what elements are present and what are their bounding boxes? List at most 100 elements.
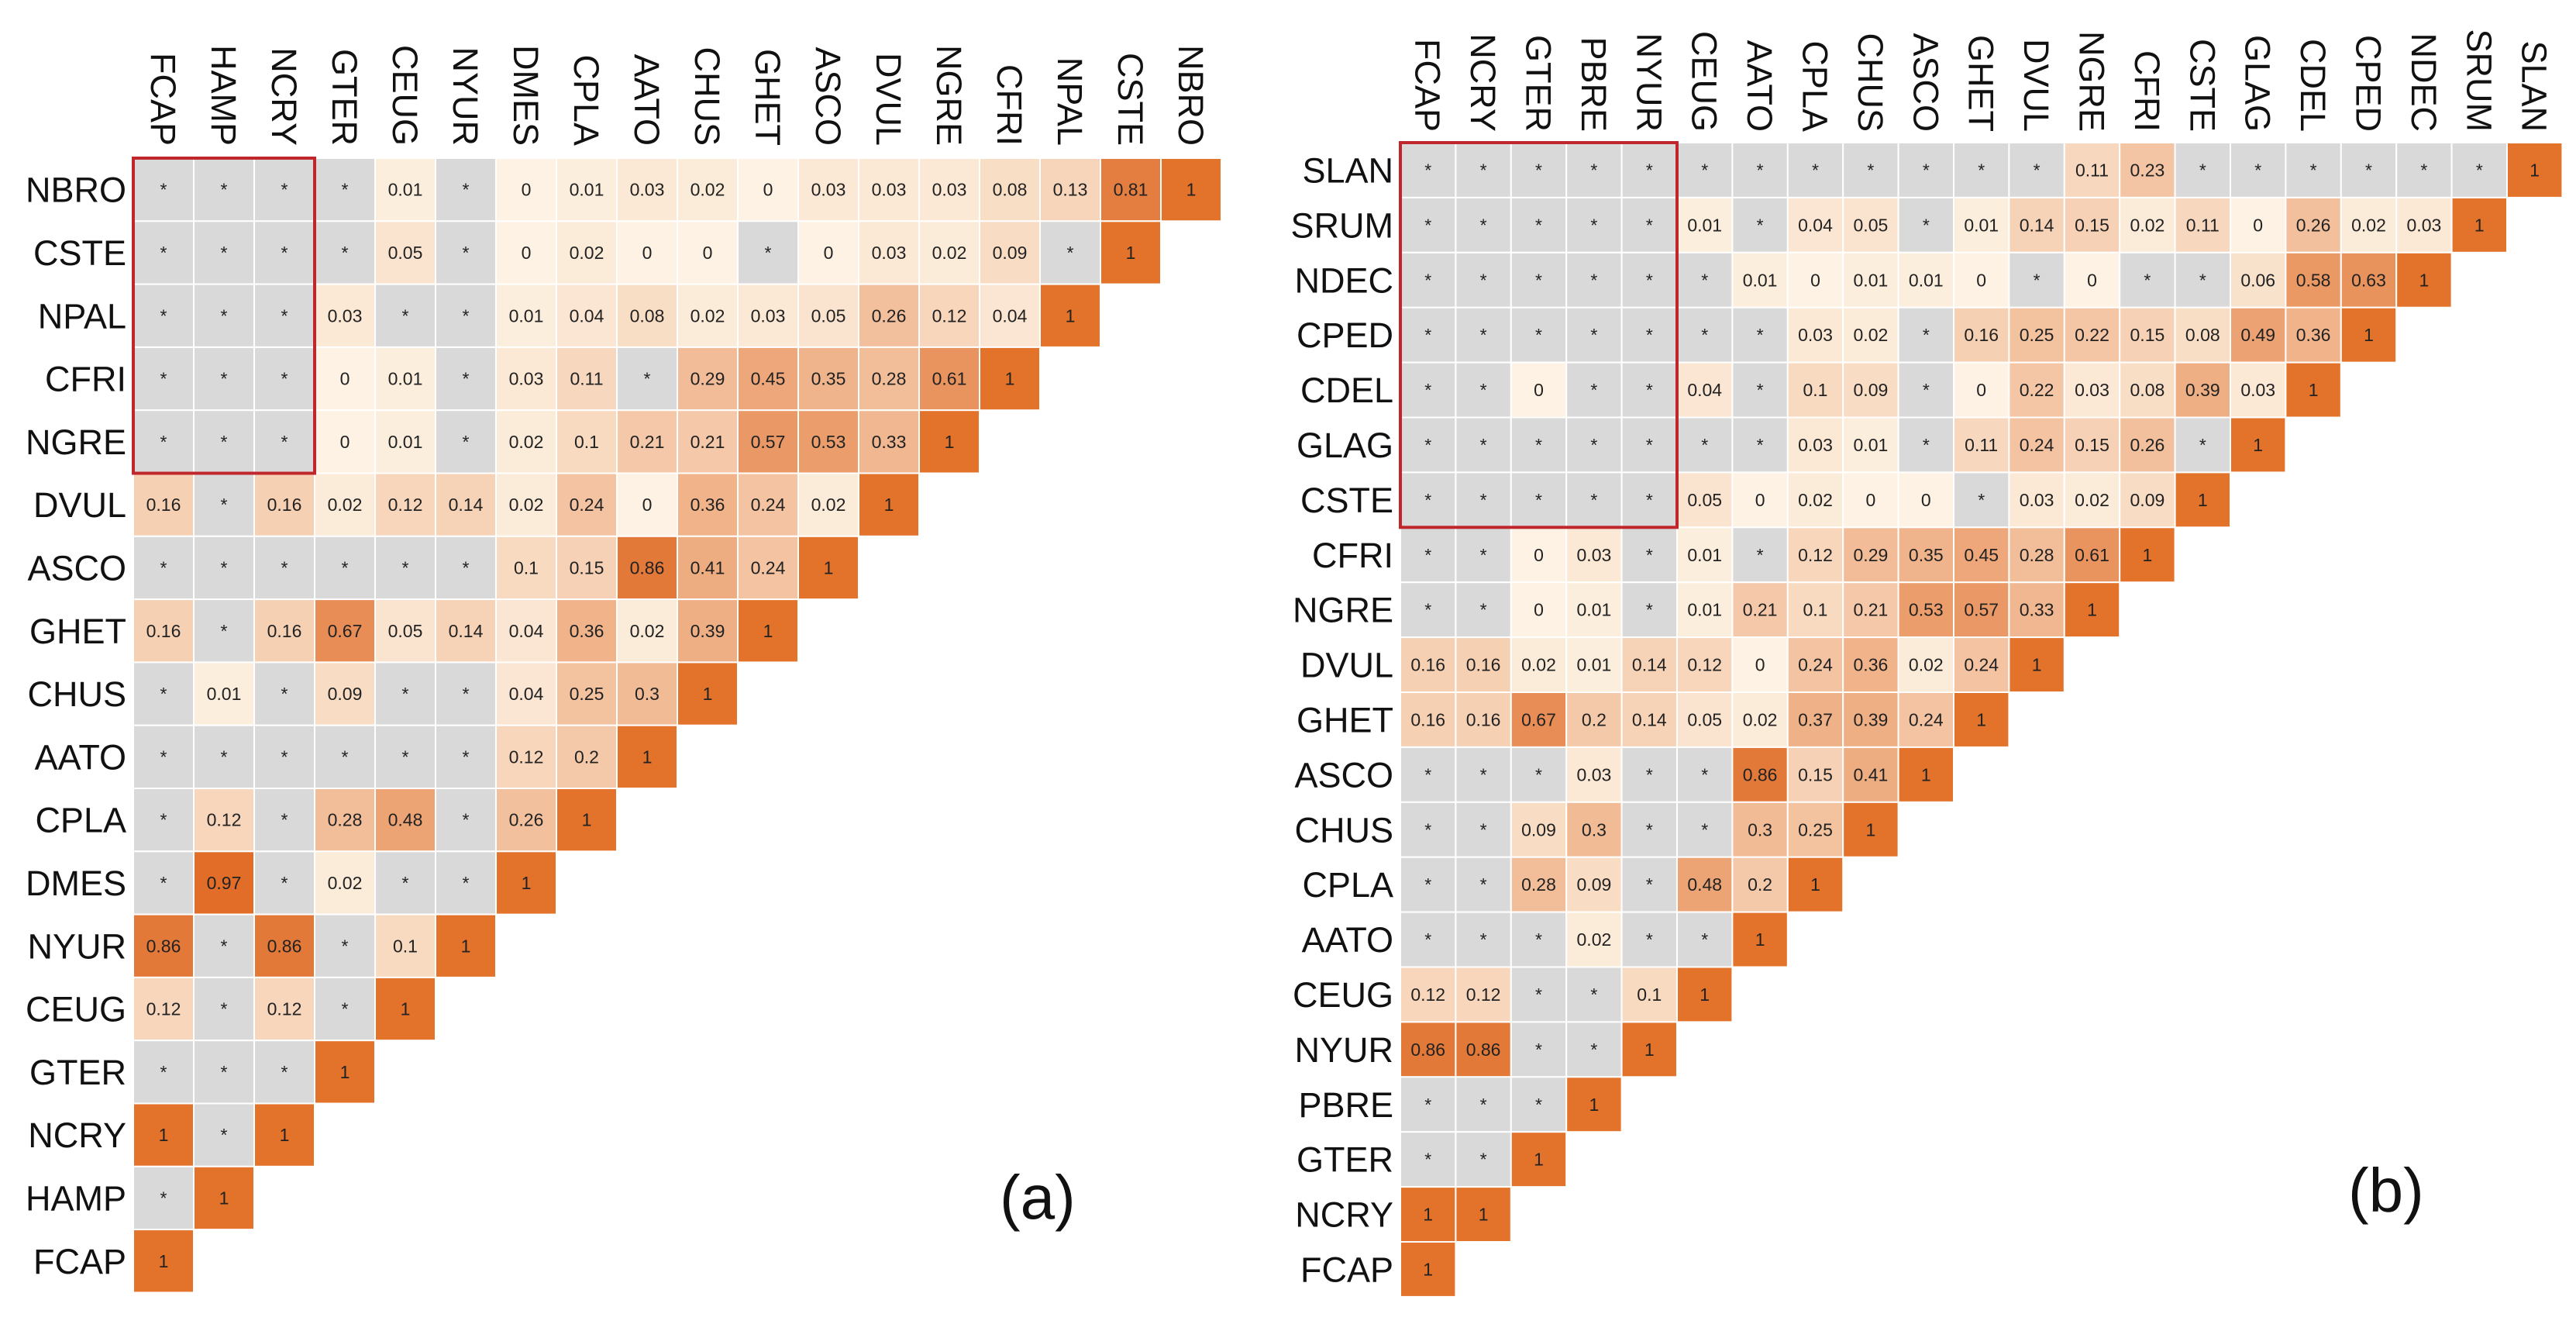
cell-value-label: 0.86 xyxy=(1466,1040,1501,1060)
cell-value-label: * xyxy=(1646,874,1653,895)
cell-b-cste-cfri xyxy=(2119,471,2176,529)
cell-value-label: 0.29 xyxy=(690,369,725,389)
cell-value-label: * xyxy=(402,305,409,326)
cell-a-ghet-dmes xyxy=(495,598,557,664)
cell-value-label: 0.09 xyxy=(328,684,363,704)
cell-value-label: * xyxy=(1646,325,1653,345)
cell-a-asco-aato xyxy=(616,535,678,601)
col-label-a-cpla: CPLA xyxy=(567,54,606,146)
cell-value-label: * xyxy=(1424,764,1431,784)
cell-b-slan-ndec xyxy=(2395,142,2453,198)
cell-b-srum-cfri xyxy=(2119,196,2176,253)
cell-b-glag-cste xyxy=(2174,416,2232,474)
cell-value-label: * xyxy=(281,432,288,452)
cell-a-chus-gter xyxy=(314,661,376,726)
cell-value-label: 1 xyxy=(461,936,471,956)
cell-value-label: 0.1 xyxy=(574,432,599,452)
cell-value-label: 0.16 xyxy=(1410,709,1445,729)
cell-value-label: 1 xyxy=(2143,545,2153,565)
col-label-b-asco: ASCO xyxy=(1906,33,1945,132)
cell-value-label: 0.86 xyxy=(146,936,181,956)
cell-value-label: 0.02 xyxy=(328,873,363,893)
cell-value-label: 1 xyxy=(1644,1040,1655,1060)
cell-value-label: 0.03 xyxy=(1577,545,1612,565)
cell-value-label: 0.33 xyxy=(872,432,907,452)
cell-a-ngre-asco xyxy=(797,409,859,474)
cell-value-label: * xyxy=(1923,380,1930,400)
cell-value-label: 0.12 xyxy=(207,810,242,830)
cell-value-label: 0.2 xyxy=(574,747,599,767)
cell-value-label: * xyxy=(1424,490,1431,510)
cell-value-label: 0.25 xyxy=(1798,819,1833,840)
cell-value-label: 0 xyxy=(642,495,653,515)
cell-value-label: 0.03 xyxy=(2407,215,2442,235)
cell-value-label: 1 xyxy=(159,1125,169,1145)
cell-value-label: 0.04 xyxy=(1798,215,1833,235)
cell-value-label: * xyxy=(1701,819,1708,840)
cell-value-label: * xyxy=(1480,874,1487,895)
cell-b-ndec-glag xyxy=(2230,251,2287,309)
cell-value-label: * xyxy=(1424,874,1431,895)
cell-value-label: * xyxy=(342,557,349,578)
cell-value-label: 0.24 xyxy=(1964,655,1999,675)
cell-value-label: * xyxy=(463,305,470,326)
cell-value-label: 0.12 xyxy=(1466,984,1501,1005)
cell-a-dmes-gter xyxy=(314,850,376,915)
cell-a-aato-nyur xyxy=(435,724,497,790)
cell-value-label: * xyxy=(221,557,228,578)
cell-value-label: 0.01 xyxy=(207,684,242,704)
row-label-b-asco: ASCO xyxy=(1294,755,1393,795)
highlight-box-b xyxy=(1399,141,1679,529)
cell-value-label: * xyxy=(160,1062,167,1082)
cell-b-cfri-gter xyxy=(1510,526,1568,584)
cell-b-chus-ceug xyxy=(1676,801,1734,858)
cell-value-label: 0.02 xyxy=(1854,325,1889,345)
cell-value-label: 0.15 xyxy=(1798,764,1833,784)
cell-value-label: * xyxy=(1590,380,1597,400)
col-label-b-ghet: GHET xyxy=(1961,35,2001,132)
cell-value-label: 0.02 xyxy=(1798,490,1833,510)
cell-value-label: 0.45 xyxy=(1964,545,1999,565)
cell-b-srum-srum xyxy=(2450,196,2509,253)
cell-value-label: * xyxy=(1757,215,1764,235)
cell-a-asco-gter xyxy=(314,535,376,601)
cell-value-label: * xyxy=(1480,545,1487,565)
cell-b-ghet-gter xyxy=(1510,691,1568,748)
cell-value-label: 0.1 xyxy=(514,557,539,578)
cell-b-dvul-dvul xyxy=(2008,636,2065,693)
cell-b-cped-pbre xyxy=(1565,306,1623,364)
cell-value-label: 0 xyxy=(522,180,532,200)
cell-value-label: 0.01 xyxy=(509,305,544,326)
cell-b-asco-pbre xyxy=(1565,746,1623,803)
cell-a-ghet-hamp xyxy=(193,598,255,664)
cell-b-ngre-ceug xyxy=(1676,581,1734,639)
cell-a-ghet-ghet xyxy=(737,598,799,664)
cell-a-chus-chus xyxy=(677,661,739,726)
cell-a-cste-ghet xyxy=(737,220,799,285)
cell-b-chus-chus xyxy=(1842,801,1899,858)
row-label-a-nyur: NYUR xyxy=(27,926,126,966)
cell-a-dvul-dmes xyxy=(495,472,557,537)
row-label-b-dvul: DVUL xyxy=(1300,646,1393,685)
cell-value-label: * xyxy=(221,747,228,767)
cell-b-cste-asco xyxy=(1897,471,1955,529)
cell-a-asco-asco xyxy=(797,535,859,601)
cell-value-label: * xyxy=(1480,160,1487,180)
cell-a-nbro-cste xyxy=(1100,157,1162,222)
cell-value-label: * xyxy=(1535,929,1542,950)
cell-value-label: * xyxy=(2199,160,2206,180)
cell-a-dvul-aato xyxy=(616,472,678,537)
cell-b-cped-cpla xyxy=(1786,306,1844,364)
cell-value-label: 0.15 xyxy=(2075,215,2109,235)
cell-value-label: * xyxy=(1590,325,1597,345)
cell-a-npal-ghet xyxy=(737,283,799,348)
cell-value-label: 0.03 xyxy=(630,180,665,200)
cell-value-label: * xyxy=(281,243,288,263)
cell-value-label: 0.08 xyxy=(630,305,665,326)
cell-b-glag-ghet xyxy=(1953,416,2010,474)
cell-value-label: * xyxy=(1424,819,1431,840)
cell-value-label: * xyxy=(1480,929,1487,950)
cell-value-label: * xyxy=(2199,435,2206,455)
cell-a-ceug-gter xyxy=(314,976,376,1042)
cell-value-label: 1 xyxy=(763,621,773,641)
